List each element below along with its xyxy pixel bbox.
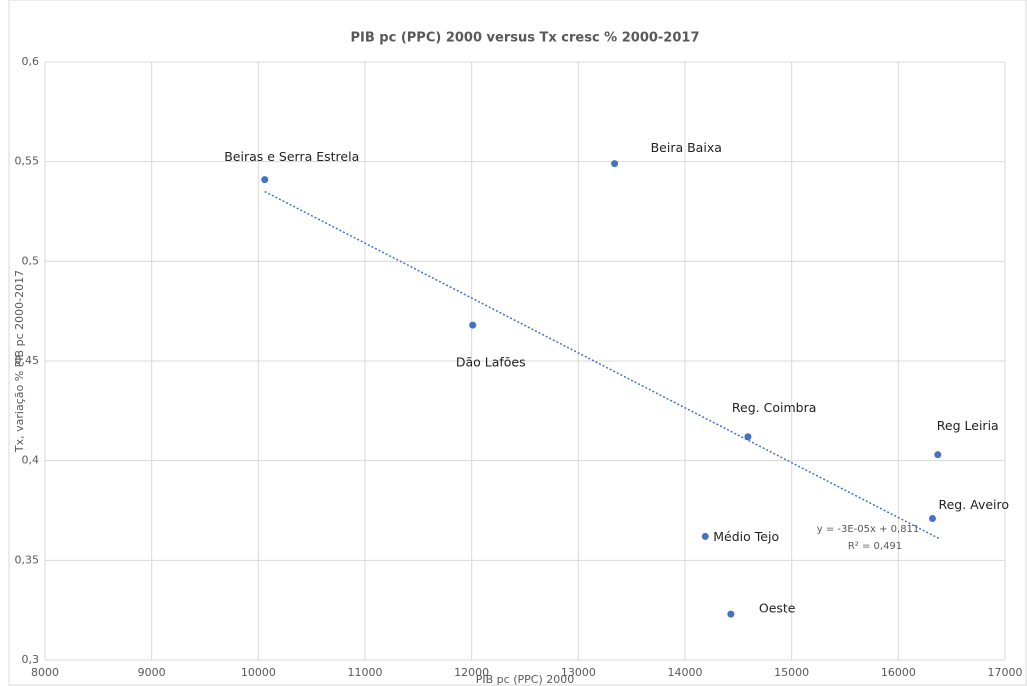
y-tick-label: 0,3	[22, 653, 40, 666]
x-axis-title: PIB pc (PPC) 2000	[476, 673, 574, 686]
y-tick-label: 0,5	[22, 254, 40, 267]
point	[934, 451, 942, 459]
chart-frame	[8, 0, 1027, 686]
point	[469, 321, 477, 329]
point-label: Beiras e Serra Estrela	[224, 149, 359, 164]
y-tick-label: 0,4	[22, 454, 40, 467]
x-tick-label: 10000	[241, 666, 276, 679]
point	[744, 433, 752, 441]
point-label: Médio Tejo	[713, 529, 779, 544]
point-label: Beira Baixa	[651, 140, 722, 155]
y-tick-label: 0,6	[22, 55, 40, 68]
point-label: Oeste	[759, 601, 796, 616]
point	[928, 514, 936, 522]
point	[727, 610, 735, 618]
x-tick-label: 15000	[774, 666, 809, 679]
x-tick-label: 12000	[454, 666, 489, 679]
point	[261, 176, 269, 184]
y-tick-label: 0,55	[15, 155, 40, 168]
trendline-equation: y = -3E-05x + 0,811	[817, 524, 920, 535]
x-tick-label: 8000	[31, 666, 59, 679]
point-label: Reg. Aveiro	[938, 497, 1009, 512]
x-tick-label: 14000	[668, 666, 703, 679]
chart-title: PIB pc (PPC) 2000 versus Tx cresc % 2000…	[350, 31, 699, 46]
trendline-r2: R² = 0,491	[848, 541, 902, 552]
x-tick-label: 9000	[138, 666, 166, 679]
point-label: Dão Lafões	[456, 355, 526, 370]
x-tick-label: 16000	[881, 666, 916, 679]
point-label: Reg Leiria	[937, 418, 999, 433]
y-axis-title: Tx, variação % PIB pc 2000-2017	[13, 270, 26, 453]
x-tick-label: 13000	[561, 666, 596, 679]
y-tick-label: 0,35	[15, 553, 40, 566]
point	[611, 160, 619, 168]
point-label: Reg. Coimbra	[732, 400, 816, 415]
point	[701, 532, 709, 540]
x-tick-label: 17000	[988, 666, 1023, 679]
x-tick-label: 11000	[348, 666, 383, 679]
y-tick-label: 0,45	[15, 354, 40, 367]
